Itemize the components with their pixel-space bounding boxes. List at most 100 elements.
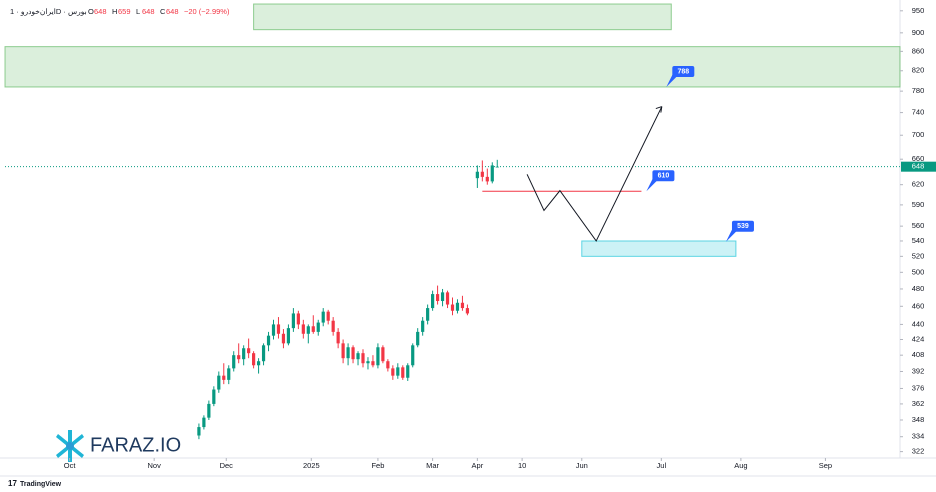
x-tick-label: 2025 xyxy=(303,461,320,470)
callout-label: 610 xyxy=(658,173,670,180)
candle-body xyxy=(266,335,271,346)
y-tick-label: 900 xyxy=(912,28,925,37)
y-tick-label: 440 xyxy=(912,319,925,328)
candle-body xyxy=(222,375,226,380)
candle-body xyxy=(475,171,479,179)
y-tick-label: 348 xyxy=(912,415,925,424)
candle-body xyxy=(227,368,231,380)
candle-body xyxy=(465,308,470,314)
callout-box xyxy=(731,220,754,232)
candle-body xyxy=(336,331,340,344)
candle-body xyxy=(450,304,455,311)
y-tick-label: 590 xyxy=(912,200,925,209)
ohlc-value: 648 xyxy=(142,7,155,16)
x-tick-label: Jun xyxy=(576,461,588,470)
candle-body xyxy=(256,361,261,366)
y-tick-label: 660 xyxy=(912,154,925,163)
candle-body xyxy=(426,308,430,321)
callout-label: 539 xyxy=(737,223,749,230)
x-tick-label: Feb xyxy=(371,461,384,470)
candle-body xyxy=(237,355,241,360)
x-tick-label: Apr xyxy=(472,461,484,470)
candle-body xyxy=(485,176,489,182)
y-tick-label: 362 xyxy=(912,399,925,408)
candle-body xyxy=(296,313,300,325)
candle-body xyxy=(495,166,499,168)
candle-body xyxy=(321,311,325,323)
y-tick-label: 740 xyxy=(912,108,925,117)
candle-body xyxy=(401,367,405,378)
y-tick-label: 700 xyxy=(912,130,925,139)
change-value: −20 (−2.99%) xyxy=(184,7,230,16)
footer-brand: TradingView xyxy=(20,481,62,488)
y-tick-label: 408 xyxy=(912,350,925,359)
candle-body xyxy=(326,311,330,321)
ohlc-key: C xyxy=(160,7,166,16)
candle-body xyxy=(341,343,345,359)
x-tick-label: Jul xyxy=(657,461,667,470)
candle-body xyxy=(386,361,390,369)
candle-body xyxy=(490,165,494,182)
x-tick-label: Oct xyxy=(64,461,77,470)
y-tick-label: 392 xyxy=(912,366,925,375)
candle-body xyxy=(391,368,395,376)
candle-body xyxy=(242,348,246,360)
callout-label: 788 xyxy=(677,68,689,75)
candle-body xyxy=(217,375,221,390)
y-tick-label: 322 xyxy=(912,447,925,456)
ohlc-key: L xyxy=(136,7,140,16)
logo-icon xyxy=(56,430,84,462)
y-tick-label: 460 xyxy=(912,301,925,310)
watermark-text: FARAZ.IO xyxy=(90,434,181,456)
y-tick-label: 520 xyxy=(912,251,925,260)
x-tick-label: 10 xyxy=(518,461,526,470)
candle-body xyxy=(212,389,216,404)
candle-body xyxy=(286,328,291,344)
zone xyxy=(4,46,901,88)
candle-body xyxy=(202,417,206,428)
x-tick-label: Sep xyxy=(819,461,832,470)
candle-body xyxy=(435,294,440,302)
watermark: FARAZ.IO xyxy=(56,430,181,462)
candle-body xyxy=(460,302,465,309)
ohlc-value: 648 xyxy=(94,7,107,16)
candle-body xyxy=(331,320,335,332)
candle-body xyxy=(247,348,251,354)
y-tick-label: 950 xyxy=(912,6,925,15)
candle-body xyxy=(421,320,425,332)
candle-body xyxy=(306,326,310,334)
candle-body xyxy=(361,353,365,364)
y-tick-label: 540 xyxy=(912,236,925,245)
ohlc-value: 659 xyxy=(118,7,131,16)
y-tick-label: 424 xyxy=(912,334,925,343)
callout-box xyxy=(672,65,695,77)
candle-body xyxy=(311,326,315,332)
candle-body xyxy=(232,355,236,369)
symbol-title: ایران‌خودرو · 1D · بورس xyxy=(10,7,87,16)
ohlc-key: H xyxy=(112,7,117,16)
zone xyxy=(253,3,672,31)
callout-pointer xyxy=(666,74,679,87)
candle-body xyxy=(431,294,435,309)
candle-body xyxy=(416,331,420,346)
candle-body xyxy=(396,367,400,376)
candle-body xyxy=(376,347,380,366)
callout-box xyxy=(652,170,675,182)
candle-body xyxy=(351,347,355,360)
candle-body xyxy=(281,333,286,344)
candle-body xyxy=(445,292,450,305)
candle-body xyxy=(291,313,295,329)
x-tick-label: Aug xyxy=(734,461,747,470)
y-tick-label: 560 xyxy=(912,221,925,230)
plot: 788 610 539 xyxy=(4,3,901,440)
x-tick-label: Mar xyxy=(426,461,439,470)
projection-arrowhead xyxy=(655,106,663,113)
candle-body xyxy=(440,292,445,302)
candle-body xyxy=(346,347,350,359)
y-tick-label: 376 xyxy=(912,383,925,392)
ohlc-value: 648 xyxy=(166,7,179,16)
last-price-badge xyxy=(901,161,936,172)
candle-body xyxy=(381,347,385,362)
